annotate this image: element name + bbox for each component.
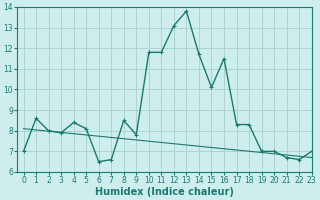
X-axis label: Humidex (Indice chaleur): Humidex (Indice chaleur) xyxy=(95,187,234,197)
